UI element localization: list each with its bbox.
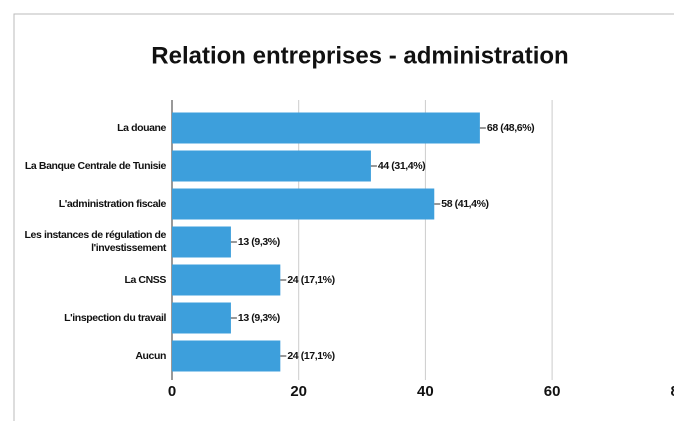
y-tick-label: Les instances de régulation de l'investi… bbox=[24, 229, 167, 254]
value-label: 24 (17,1%) bbox=[287, 350, 334, 362]
bar bbox=[172, 226, 231, 258]
chart-title: Relation entreprises - administration bbox=[151, 42, 568, 69]
bar bbox=[172, 340, 281, 372]
value-label: 13 (9,3%) bbox=[238, 236, 280, 248]
bar bbox=[172, 188, 435, 220]
y-tick-label: La douane bbox=[117, 121, 166, 134]
y-tick-label: La Banque Centrale de Tunisie bbox=[24, 159, 166, 172]
value-label: 68 (48,6%) bbox=[487, 122, 534, 134]
bar bbox=[172, 264, 281, 296]
x-tick-label: 0 bbox=[168, 383, 176, 400]
value-label: 58 (41,4%) bbox=[441, 198, 488, 210]
bar bbox=[172, 112, 480, 144]
value-label: 24 (17,1%) bbox=[287, 274, 334, 286]
y-tick-label: La CNSS bbox=[124, 273, 166, 286]
x-tick-label: 60 bbox=[544, 383, 561, 400]
x-tick-label: 80 bbox=[670, 383, 674, 400]
bar bbox=[172, 150, 371, 182]
y-tick-label: L'administration fiscale bbox=[58, 197, 167, 210]
x-tick-label: 40 bbox=[417, 383, 434, 400]
value-label: 13 (9,3%) bbox=[238, 312, 280, 324]
value-label: 44 (31,4%) bbox=[378, 160, 425, 172]
y-tick-label: L'inspection du travail bbox=[64, 311, 166, 324]
x-tick-label: 20 bbox=[290, 383, 307, 400]
frame bbox=[13, 13, 674, 421]
bar bbox=[172, 302, 231, 334]
y-tick-label: Aucun bbox=[135, 349, 166, 362]
